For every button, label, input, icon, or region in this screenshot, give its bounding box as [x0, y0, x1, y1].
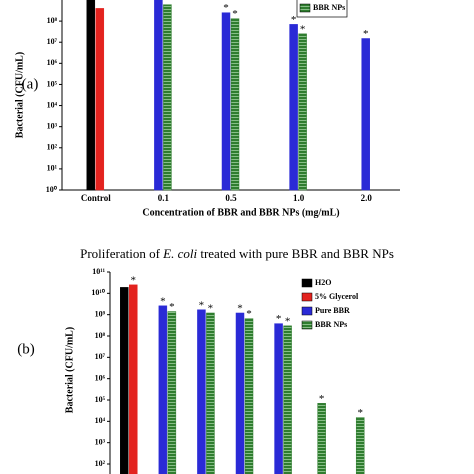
y-tick-label: 10⁴: [47, 100, 58, 109]
title-part: E. coli: [162, 246, 197, 261]
y-tick-label: 10⁸: [95, 331, 106, 340]
bar: [283, 325, 292, 474]
legend-label: Pure BBR: [315, 306, 350, 315]
x-tick-label: Control: [81, 193, 111, 203]
significance-star: *: [169, 301, 175, 313]
y-tick-label: 10³: [95, 437, 106, 446]
significance-star: *: [300, 23, 306, 35]
bar: [129, 284, 138, 474]
bar: [317, 403, 326, 474]
bar: [154, 0, 163, 191]
bar: [197, 309, 206, 474]
y-tick-label: 10²: [47, 143, 58, 152]
y-tick-label: 10⁴: [95, 416, 106, 425]
legend-swatch: [299, 3, 311, 13]
x-tick-label: 2.0: [361, 193, 373, 203]
legend-label: BBR NPs: [313, 3, 345, 12]
bar: [235, 312, 245, 474]
significance-star: *: [223, 2, 229, 14]
x-tick-label: 1.0: [293, 193, 305, 203]
y-tick-label: 10⁵: [95, 395, 106, 404]
bar: [361, 38, 370, 191]
y-tick-label: 10⁷: [47, 37, 58, 46]
bar: [95, 8, 105, 191]
bar: [120, 287, 129, 474]
bar: [167, 311, 177, 474]
bar: [221, 12, 231, 191]
bar: [158, 305, 168, 474]
legend-swatch: [301, 306, 313, 316]
bar: [163, 4, 172, 191]
y-tick-label: 10¹: [47, 164, 58, 173]
panel-label: (b): [17, 341, 35, 357]
bar: [298, 33, 307, 191]
y-tick-label: 10¹¹: [92, 267, 105, 276]
title-part: Proliferation of: [80, 246, 163, 261]
bar: [355, 417, 365, 474]
y-tick-label: 10³: [47, 121, 58, 130]
significance-star: *: [285, 315, 291, 327]
bar: [230, 18, 240, 191]
chart-title: Proliferation of E. coli treated with pu…: [80, 246, 394, 261]
significance-star: *: [319, 393, 325, 405]
y-tick-label: 10⁹: [95, 309, 106, 318]
significance-star: *: [246, 308, 252, 320]
y-tick-label: 10⁰: [46, 185, 58, 194]
bar: [244, 318, 254, 474]
significance-star: *: [199, 299, 205, 311]
y-tick-label: 10⁸: [47, 16, 58, 25]
significance-star: *: [237, 303, 243, 315]
y-tick-label: 10⁷: [95, 352, 106, 361]
significance-star: *: [363, 28, 369, 40]
x-tick-label: 0.1: [158, 193, 170, 203]
y-tick-label: 10¹⁰: [91, 288, 105, 297]
bar: [289, 24, 298, 191]
y-axis-label: Bacterial (CFU/mL): [64, 327, 75, 413]
y-axis-label: Bacterial (CFU/mL): [14, 52, 25, 138]
y-tick-label: 10⁵: [47, 79, 58, 88]
title-part: treated with pure BBR and BBR NPs: [197, 246, 394, 261]
legend-label: BBR NPs: [315, 320, 347, 329]
legend-swatch: [301, 278, 313, 288]
x-axis-label: Concentration of BBR and BBR NPs (mg/mL): [142, 207, 339, 218]
legend-swatch: [301, 292, 313, 302]
significance-star: *: [357, 407, 363, 419]
significance-star: *: [160, 295, 166, 307]
significance-star: *: [276, 313, 282, 325]
y-tick-label: 10⁶: [47, 58, 58, 67]
panel-label: (a): [22, 76, 39, 92]
x-tick-label: 0.5: [225, 193, 237, 203]
significance-star: *: [208, 303, 214, 315]
significance-star: *: [131, 274, 137, 286]
y-tick-label: 10²: [95, 459, 106, 468]
significance-star: *: [291, 14, 297, 26]
bar: [274, 323, 283, 474]
legend-label: 5% Glycerol: [315, 292, 359, 301]
significance-star: *: [232, 8, 238, 20]
legend-label: H2O: [315, 278, 331, 287]
legend-swatch: [301, 320, 313, 330]
y-tick-label: 10⁶: [95, 373, 106, 382]
bar: [86, 0, 96, 191]
bar: [206, 312, 215, 474]
